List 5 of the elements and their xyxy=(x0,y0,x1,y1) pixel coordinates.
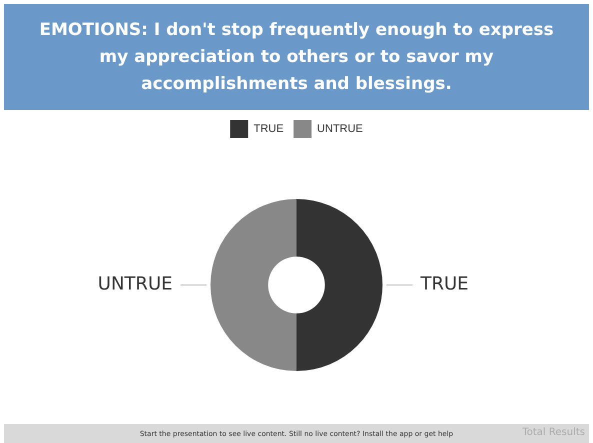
legend-label: TRUE xyxy=(254,123,284,136)
legend-label: UNTRUE xyxy=(317,123,363,136)
slice-label: UNTRUE xyxy=(98,274,172,295)
chart-title: EMOTIONS: I don't stop frequently enough to express my appreciation to others or to savor my accomplishments and blessings. xyxy=(4,4,589,110)
slice-label: TRUE xyxy=(420,274,469,295)
